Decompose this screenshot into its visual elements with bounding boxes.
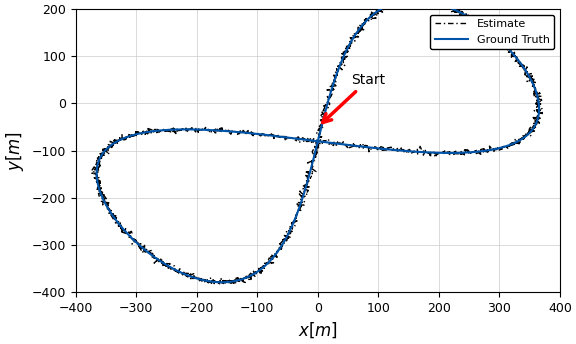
Estimate — [161, 262, 168, 266]
Estimate — [233, 282, 240, 286]
X-axis label: $x[m]$: $x[m]$ — [298, 320, 338, 340]
Estimate — [305, 181, 312, 185]
Estimate — [334, 70, 340, 74]
Ground Truth — [334, 69, 341, 73]
Estimate — [395, 149, 401, 153]
Ground Truth — [304, 179, 311, 183]
Ground Truth — [218, 280, 225, 284]
Ground Truth — [314, 139, 321, 143]
Estimate — [304, 182, 310, 186]
Y-axis label: $y[m]$: $y[m]$ — [4, 131, 26, 171]
Line: Estimate: Estimate — [92, 0, 544, 284]
Estimate — [315, 140, 322, 144]
Ground Truth — [162, 262, 169, 266]
Ground Truth — [314, 139, 321, 143]
Ground Truth — [411, 0, 418, 2]
Estimate — [340, 140, 347, 144]
Ground Truth — [393, 148, 400, 152]
Legend: Estimate, Ground Truth: Estimate, Ground Truth — [430, 15, 554, 49]
Text: Start: Start — [323, 73, 385, 122]
Ground Truth — [304, 180, 311, 184]
Line: Ground Truth: Ground Truth — [97, 0, 539, 282]
Estimate — [313, 139, 320, 143]
Ground Truth — [341, 142, 348, 147]
